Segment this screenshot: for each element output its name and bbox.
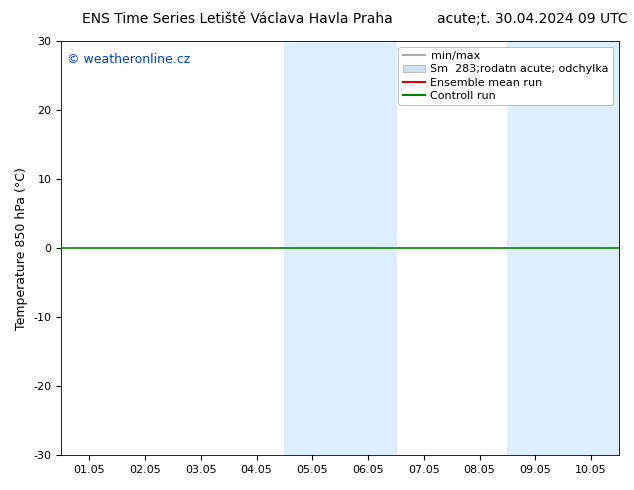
- Y-axis label: Temperature 850 hPa (°C): Temperature 850 hPa (°C): [15, 167, 28, 330]
- Text: © weatheronline.cz: © weatheronline.cz: [67, 53, 190, 67]
- Text: ENS Time Series Letiště Václava Havla Praha: ENS Time Series Letiště Václava Havla Pr…: [82, 12, 393, 26]
- Text: acute;t. 30.04.2024 09 UTC: acute;t. 30.04.2024 09 UTC: [437, 12, 628, 26]
- Legend: min/max, Sm  283;rodatn acute; odchylka, Ensemble mean run, Controll run: min/max, Sm 283;rodatn acute; odchylka, …: [398, 47, 614, 105]
- Bar: [507, 41, 619, 455]
- Bar: [285, 41, 396, 455]
